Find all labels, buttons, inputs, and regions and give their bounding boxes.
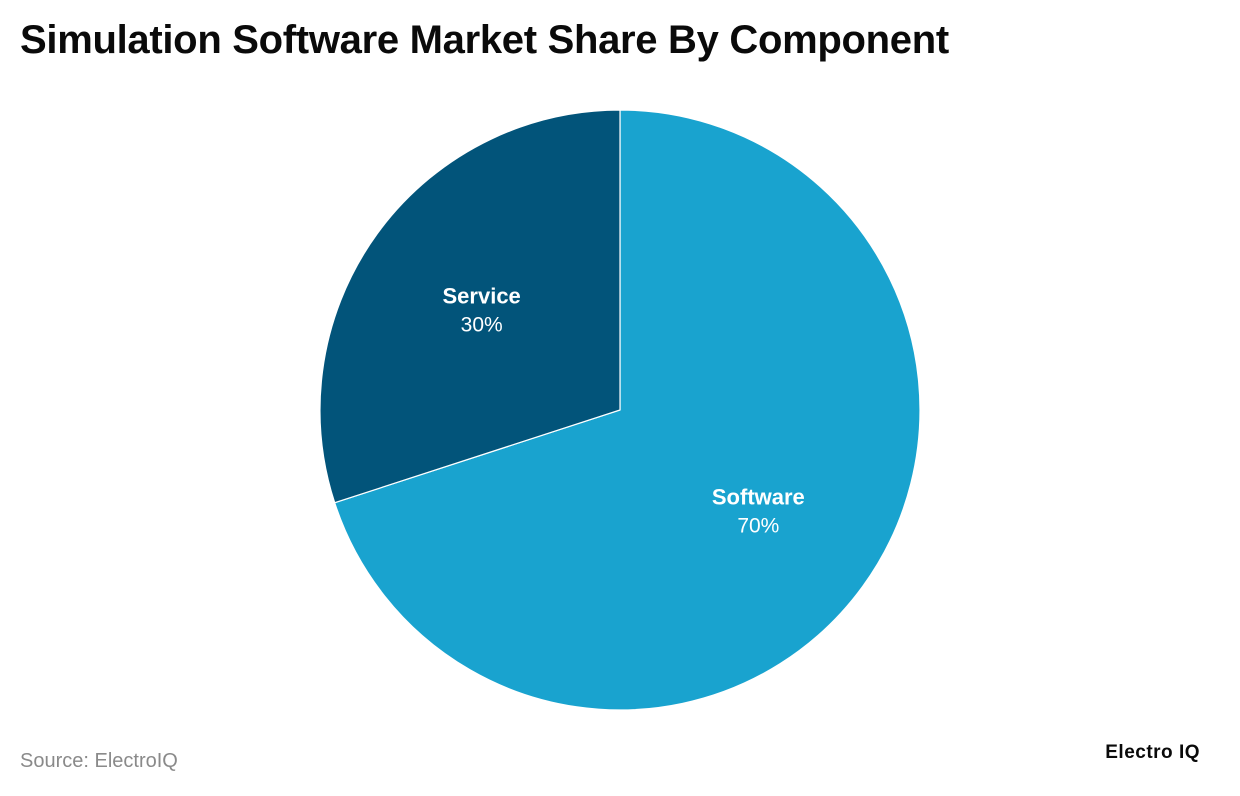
pie-slices [319, 109, 921, 711]
pie-labels: Software 70% Service 30% [443, 283, 805, 537]
source-note: Source: ElectroIQ [20, 750, 178, 772]
chart-title: Simulation Software Market Share By Comp… [20, 18, 949, 62]
slice-label-service: Service [443, 283, 521, 308]
pie-slice-software [333, 109, 921, 711]
slice-label-software: Software [712, 485, 805, 510]
slice-value-service: 30% [461, 313, 503, 336]
brand-logo: Electro IQ [1105, 742, 1200, 763]
slice-value-software: 70% [737, 515, 779, 538]
pie-slice-service [319, 109, 621, 504]
